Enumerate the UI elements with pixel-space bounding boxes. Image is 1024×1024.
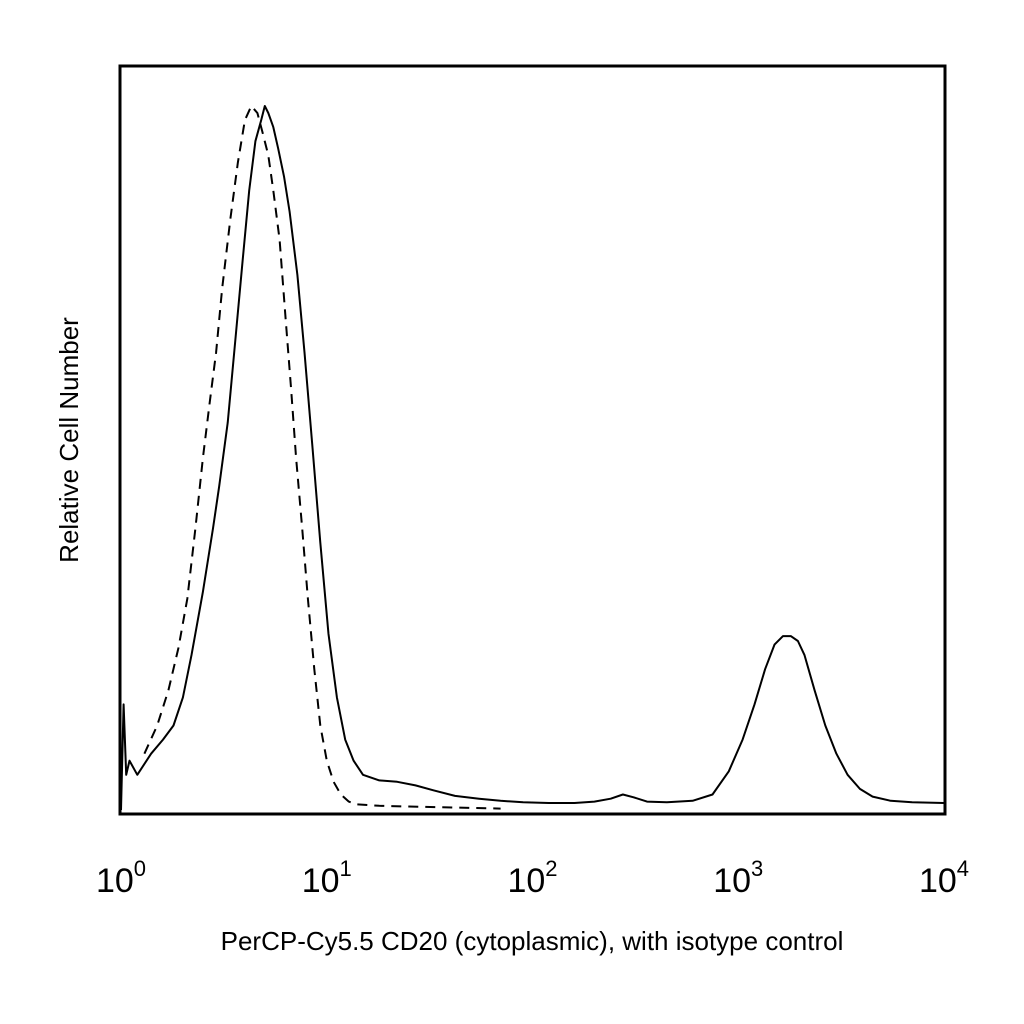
isotype-control-curve (143, 105, 501, 810)
x-tick-label: 104 (919, 856, 969, 900)
x-tick-label: 101 (302, 856, 352, 900)
x-tick-label: 102 (507, 856, 557, 900)
series-layer (120, 105, 945, 811)
cd20-stained-curve (120, 105, 945, 811)
plot-frame (118, 64, 947, 816)
x-tick-label: 100 (96, 856, 146, 900)
x-tick-label: 103 (713, 856, 763, 900)
x-tick-labels: 100 101 102 103 104 (96, 856, 969, 900)
x-axis-title: PerCP-Cy5.5 CD20 (cytoplasmic), with iso… (221, 926, 844, 956)
y-axis-title: Relative Cell Number (54, 317, 84, 563)
